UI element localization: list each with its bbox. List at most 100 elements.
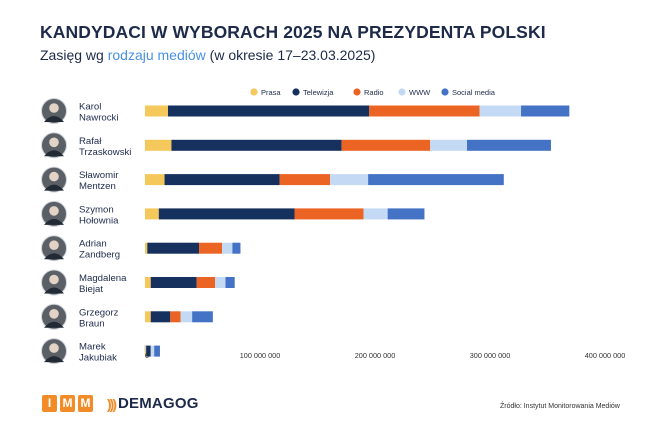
candidate-name: Karol: [79, 102, 101, 113]
candidate-name: Hołownia: [79, 215, 119, 226]
bar-segment: [158, 208, 295, 220]
legend-swatch: [250, 88, 258, 96]
x-tick-label: 300 000 000: [470, 351, 511, 360]
legend-label: Telewizja: [303, 88, 334, 97]
x-tick-label: 200 000 000: [355, 351, 396, 360]
subtitle-prefix: Zasięg wg: [40, 47, 108, 63]
avatar-body: [44, 116, 64, 122]
avatar-head: [49, 103, 59, 113]
legend-label: Social media: [452, 88, 496, 97]
legend-swatch: [441, 88, 449, 96]
candidate-name: Adrian: [79, 239, 107, 250]
legend-label: Radio: [364, 88, 384, 97]
legend-label: WWW: [409, 88, 431, 97]
bar-segment: [521, 105, 570, 117]
bar-segment: [232, 242, 241, 254]
bar-segment: [479, 105, 522, 117]
bar-segment: [145, 242, 148, 254]
bar-segment: [430, 139, 467, 151]
candidate-name: Braun: [79, 318, 105, 329]
imm-logo-letter: M: [78, 395, 93, 412]
bar-segment: [225, 277, 235, 288]
candidate-name: Biejat: [79, 284, 103, 295]
avatar-body: [44, 150, 64, 157]
avatar-body: [44, 218, 64, 225]
signal-waves-icon: ))): [107, 395, 117, 412]
bar-segment: [279, 174, 331, 186]
x-axis: 0 100 000 000 200 000 000 300 000 000 400 00…: [144, 345, 626, 360]
imm-logo-letter: M: [60, 395, 75, 412]
bar-segment: [467, 139, 551, 151]
bar-segment: [168, 105, 370, 117]
bar-segment: [150, 345, 155, 357]
chart-legend: Prasa Telewizja Radio WWW Social media: [250, 88, 496, 97]
imm-logo-letter: I: [42, 395, 57, 412]
bar-segment: [363, 208, 388, 220]
bar-segment: [145, 208, 159, 220]
avatar-body: [44, 321, 64, 328]
avatar-head: [49, 240, 59, 250]
bar-segment: [170, 311, 181, 323]
bar-segment: [369, 105, 480, 117]
bar-segment: [199, 242, 223, 254]
bar-segment: [222, 242, 233, 254]
x-tick-label: 400 000 000: [585, 351, 626, 360]
bar-segment: [164, 174, 280, 186]
bar-segment: [145, 105, 168, 117]
candidate-name: Trzaskowski: [79, 147, 131, 158]
legend-swatch: [292, 88, 300, 96]
legend-swatch: [353, 88, 361, 96]
bar-segment: [368, 174, 504, 186]
avatar-head: [49, 171, 59, 182]
bar-segment: [145, 139, 172, 151]
bar-segment: [145, 311, 151, 323]
candidate-name: Magdalena: [79, 273, 127, 284]
bar-segment: [150, 311, 171, 323]
bar-segment: [154, 345, 160, 357]
imm-logo: I M M: [42, 395, 93, 412]
bar-segment: [192, 311, 213, 323]
bar-segment: [171, 139, 342, 151]
candidate-name: Szymon: [79, 204, 114, 215]
candidate-name: Marek: [79, 342, 106, 353]
avatar-head: [49, 343, 59, 353]
bar-segment: [341, 139, 431, 151]
source-note: Źródło: Instytut Monitorowania Mediów: [500, 403, 620, 410]
bar-segment: [145, 174, 165, 186]
candidate-name: Sławomir: [79, 170, 119, 181]
bar-segment: [145, 277, 151, 288]
candidate-name: Mentzen: [79, 181, 116, 192]
chart-subtitle: Zasięg wg rodzaju mediów (w okresie 17–2…: [40, 47, 375, 63]
subtitle-highlight: rodzaju mediów: [107, 47, 206, 63]
bar-segment: [145, 345, 147, 357]
bar-segment: [294, 208, 364, 220]
bar-segment: [330, 174, 369, 186]
subtitle-suffix: (w okresie 17–23.03.2025): [205, 47, 376, 63]
avatar-body: [44, 356, 64, 363]
x-tick-label: 0: [145, 351, 149, 360]
avatar-head: [49, 137, 59, 148]
candidate-name: Zandberg: [79, 250, 120, 261]
demagog-logo: ))) DEMAGOG: [107, 395, 199, 412]
candidate-name: Grzegorz: [79, 307, 119, 318]
avatar-head: [49, 206, 59, 216]
avatar-head: [49, 274, 59, 285]
footer-logos: I M M ))) DEMAGOG: [42, 395, 199, 412]
candidate-name: Jakubiak: [79, 353, 117, 364]
bar-segment: [146, 345, 151, 357]
legend-label: Prasa: [261, 88, 281, 97]
avatar-head: [49, 309, 59, 319]
chart-title: KANDYDACI W WYBORACH 2025 NA PREZYDENTA …: [40, 22, 546, 42]
bar-segment: [215, 277, 226, 288]
legend-swatch: [398, 88, 406, 96]
avatar-body: [44, 184, 64, 191]
candidate-name: Nawrocki: [79, 113, 118, 124]
